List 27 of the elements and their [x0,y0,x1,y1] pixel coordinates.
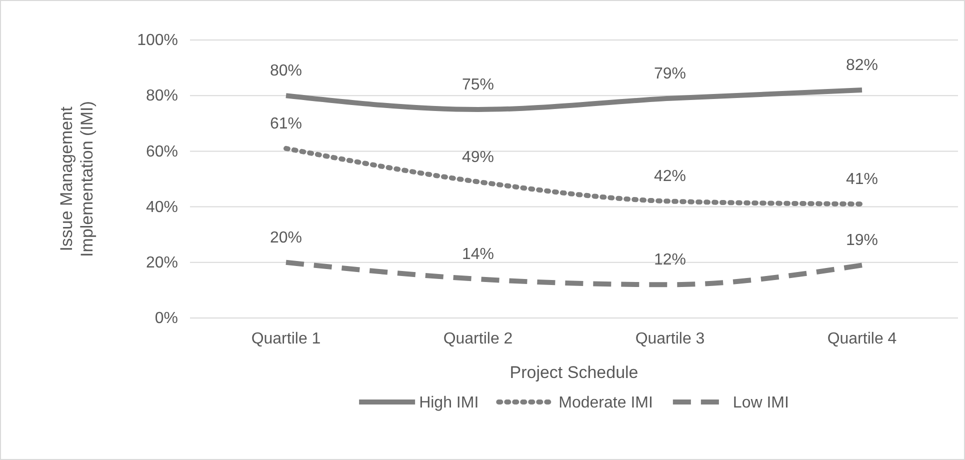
data-label: 42% [654,168,686,186]
data-label: 79% [654,65,686,82]
data-label: 19% [846,232,878,250]
data-label: 75% [462,76,494,94]
y-tick-label: 100% [137,32,178,50]
data-label: 14% [462,246,494,264]
y-tick-label: 0% [154,310,178,328]
y-axis-title: Issue Management Implementation (IMI) [57,101,96,257]
legend-label: Low IMI [732,394,789,412]
x-axis-title: Project Schedule [510,363,638,382]
legend-label: High IMI [419,394,479,412]
y-tick-label: 80% [146,88,178,105]
data-label: 61% [270,115,302,132]
data-label: 12% [654,252,686,269]
data-label: 82% [846,57,878,74]
legend-label: Moderate IMI [558,394,653,412]
x-tick-label: Quartile 2 [443,330,513,348]
y-tick-label: 20% [146,254,178,272]
x-tick-label: Quartile 3 [635,330,705,348]
data-label: 20% [270,229,302,246]
data-label: 80% [270,62,302,80]
data-label: 41% [846,171,878,188]
y-tick-label: 40% [146,198,178,216]
data-label: 49% [462,148,494,166]
x-tick-label: Quartile 1 [251,330,321,348]
x-tick-label: Quartile 4 [827,330,897,348]
y-tick-label: 60% [146,143,178,160]
